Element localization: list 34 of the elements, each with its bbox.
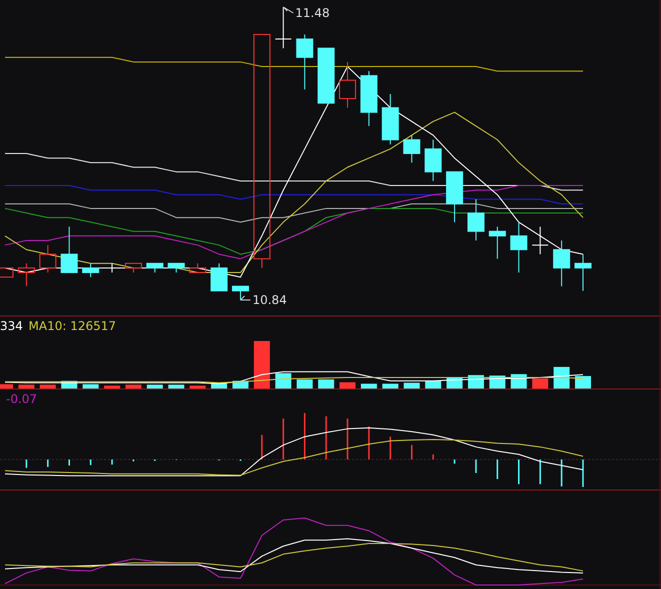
candlestick [403, 134, 420, 164]
candlestick [168, 262, 185, 274]
candlestick [296, 34, 314, 90]
candlestick [510, 222, 528, 274]
bar [575, 376, 591, 389]
bar [296, 379, 313, 389]
candlestick [210, 262, 228, 292]
candlestick [553, 240, 570, 287]
annotation: 11.48 [295, 6, 330, 20]
candlestick [146, 262, 164, 274]
candlestick [424, 139, 442, 182]
bar [360, 384, 377, 389]
candlestick [574, 254, 592, 292]
candlestick [82, 262, 100, 278]
bar [382, 384, 398, 389]
candlestick [488, 226, 506, 260]
text: -0.07 [6, 392, 38, 406]
candlestick [60, 226, 78, 274]
annotation: 10.84 [252, 293, 287, 308]
bar [275, 373, 292, 389]
bar [318, 379, 334, 389]
candlestick [467, 198, 484, 241]
bar [532, 378, 548, 389]
bar [146, 384, 163, 389]
text: 334 [0, 319, 23, 333]
bar [125, 384, 142, 389]
bar [168, 384, 184, 389]
bar [82, 384, 99, 389]
text: MA10: 126517 [28, 319, 116, 333]
candlestick [532, 226, 549, 255]
bar [254, 341, 270, 389]
bar [18, 384, 34, 389]
bar [40, 384, 56, 389]
candlestick [339, 61, 356, 108]
